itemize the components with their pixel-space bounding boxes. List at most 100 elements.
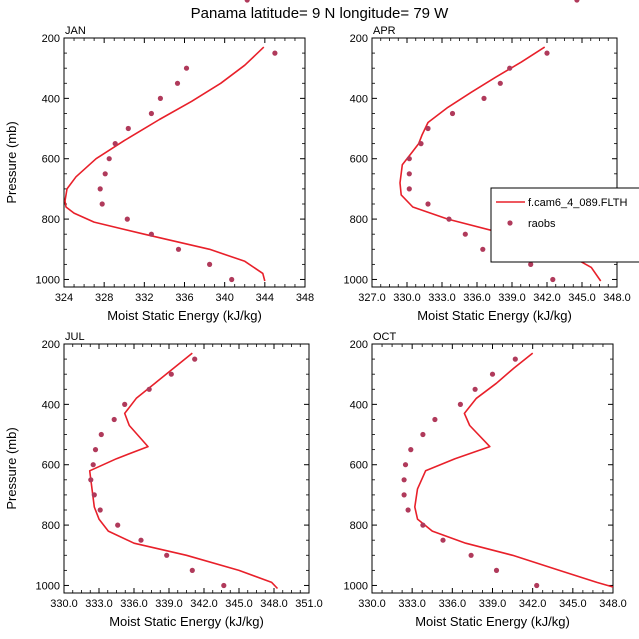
raobs-point-jan bbox=[97, 186, 103, 192]
y-tick-label-jul: 400 bbox=[42, 399, 60, 411]
raobs-point-oct bbox=[440, 537, 446, 543]
legend-model-label: f.cam6_4_089.FLTH bbox=[528, 197, 628, 209]
raobs-point-jan bbox=[229, 276, 235, 283]
raobs-point-apr bbox=[462, 231, 468, 237]
legend-raobs-marker bbox=[507, 220, 513, 226]
raobs-point-oct bbox=[401, 492, 407, 498]
x-tick-label-oct: 348.0 bbox=[599, 598, 627, 610]
raobs-point-jul bbox=[138, 537, 144, 543]
panel-label-jan: JAN bbox=[65, 25, 86, 37]
raobs-point-jul bbox=[189, 567, 195, 574]
panel-label-jul: JUL bbox=[65, 331, 85, 343]
x-tick-label-jul: 339.0 bbox=[155, 598, 183, 610]
raobs-point-apr bbox=[418, 141, 424, 147]
raobs-point-oct bbox=[468, 552, 474, 558]
x-tick-label-apr: 330.0 bbox=[393, 292, 421, 304]
raobs-point-apr bbox=[449, 110, 456, 117]
raobs-point-jul bbox=[244, 0, 250, 3]
raobs-point-oct bbox=[534, 582, 540, 589]
x-tick-label-apr: 348.0 bbox=[603, 292, 631, 304]
raobs-point-jul bbox=[90, 462, 96, 468]
x-tick-label-jul: 330.0 bbox=[50, 598, 78, 610]
y-tick-label-apr: 200 bbox=[350, 33, 368, 45]
raobs-point-jan bbox=[272, 50, 278, 56]
raobs-point-jan bbox=[157, 95, 163, 101]
y-tick-label-jan: 400 bbox=[42, 93, 60, 105]
x-tick-label-jul: 333.0 bbox=[85, 598, 113, 610]
raobs-point-apr bbox=[406, 171, 412, 177]
panel-label-oct: OCT bbox=[373, 331, 397, 343]
raobs-point-jul bbox=[111, 416, 117, 423]
raobs-point-jul bbox=[115, 522, 121, 528]
raobs-point-oct bbox=[457, 401, 463, 407]
legend-raobs-label: raobs bbox=[528, 218, 556, 230]
y-tick-label-oct: 200 bbox=[350, 339, 368, 351]
x-tick-label-jul: 348.0 bbox=[260, 598, 288, 610]
x-axis-label-oct: Moist Static Energy (kJ/kg) bbox=[415, 614, 570, 629]
raobs-point-apr bbox=[406, 156, 412, 162]
x-tick-label-jan: 340 bbox=[215, 292, 233, 304]
x-tick-label-oct: 345.0 bbox=[559, 598, 587, 610]
raobs-point-oct bbox=[489, 371, 496, 377]
x-tick-label-jul: 345.0 bbox=[225, 598, 253, 610]
raobs-point-apr bbox=[497, 80, 503, 86]
y-tick-label-apr: 600 bbox=[350, 154, 368, 166]
x-tick-label-jan: 324 bbox=[55, 292, 73, 304]
raobs-point-apr bbox=[425, 125, 431, 132]
raobs-point-jan bbox=[102, 171, 108, 177]
raobs-point-oct bbox=[574, 0, 580, 3]
raobs-point-jan bbox=[112, 141, 118, 147]
raobs-point-apr bbox=[528, 261, 534, 267]
raobs-point-oct bbox=[405, 507, 411, 513]
x-tick-label-oct: 336.0 bbox=[439, 598, 467, 610]
x-tick-label-jan: 332 bbox=[135, 292, 153, 304]
raobs-point-apr bbox=[481, 95, 487, 101]
raobs-point-jul bbox=[164, 552, 170, 558]
raobs-point-apr bbox=[446, 216, 452, 222]
raobs-point-jan bbox=[99, 201, 105, 207]
y-tick-label-jul: 600 bbox=[42, 460, 60, 472]
x-tick-label-jul: 342.0 bbox=[190, 598, 218, 610]
x-tick-label-oct: 333.0 bbox=[398, 598, 426, 610]
y-tick-label-jul: 200 bbox=[42, 339, 60, 351]
x-tick-label-jan: 348 bbox=[296, 292, 314, 304]
x-axis-label-jan: Moist Static Energy (kJ/kg) bbox=[107, 308, 262, 323]
y-tick-label-jan: 200 bbox=[42, 33, 60, 45]
raobs-point-apr bbox=[406, 186, 412, 192]
raobs-point-jan bbox=[106, 156, 112, 162]
y-tick-label-oct: 600 bbox=[350, 460, 368, 472]
raobs-point-oct bbox=[472, 386, 478, 392]
x-tick-label-apr: 339.0 bbox=[498, 292, 526, 304]
y-tick-label-apr: 800 bbox=[350, 214, 368, 226]
x-tick-label-apr: 327.0 bbox=[358, 292, 386, 304]
raobs-point-jul bbox=[221, 582, 227, 589]
y-tick-label-jan: 600 bbox=[42, 154, 60, 166]
x-axis-label-apr: Moist Static Energy (kJ/kg) bbox=[417, 308, 572, 323]
y-tick-label-apr: 1000 bbox=[344, 274, 368, 286]
x-tick-label-apr: 345.0 bbox=[568, 292, 596, 304]
chart-title: Panama latitude= 9 N longitude= 79 W bbox=[191, 5, 450, 22]
x-tick-label-jul: 351.0 bbox=[295, 598, 323, 610]
x-tick-label-oct: 339.0 bbox=[479, 598, 507, 610]
y-tick-label-jul: 800 bbox=[42, 520, 60, 532]
raobs-point-jul bbox=[98, 431, 104, 438]
raobs-point-oct bbox=[402, 462, 409, 468]
raobs-point-oct bbox=[512, 356, 518, 362]
y-tick-label-jul: 1000 bbox=[36, 580, 60, 592]
y-tick-label-jan: 1000 bbox=[36, 274, 60, 286]
raobs-point-jul bbox=[122, 401, 128, 407]
y-tick-label-oct: 800 bbox=[350, 520, 368, 532]
raobs-point-oct bbox=[408, 447, 414, 453]
raobs-point-jan bbox=[148, 231, 154, 237]
raobs-point-jan bbox=[125, 125, 131, 132]
y-tick-label-apr: 400 bbox=[350, 93, 368, 105]
raobs-point-jul bbox=[192, 356, 198, 362]
y-tick-label-jan: 800 bbox=[42, 214, 60, 226]
x-tick-label-apr: 333.0 bbox=[428, 292, 456, 304]
raobs-point-jan bbox=[183, 65, 190, 71]
raobs-point-jan bbox=[174, 80, 181, 86]
raobs-point-jan bbox=[207, 261, 213, 267]
x-axis-label-jul: Moist Static Energy (kJ/kg) bbox=[109, 614, 264, 629]
raobs-point-apr bbox=[544, 50, 550, 56]
raobs-point-jan bbox=[175, 246, 182, 252]
